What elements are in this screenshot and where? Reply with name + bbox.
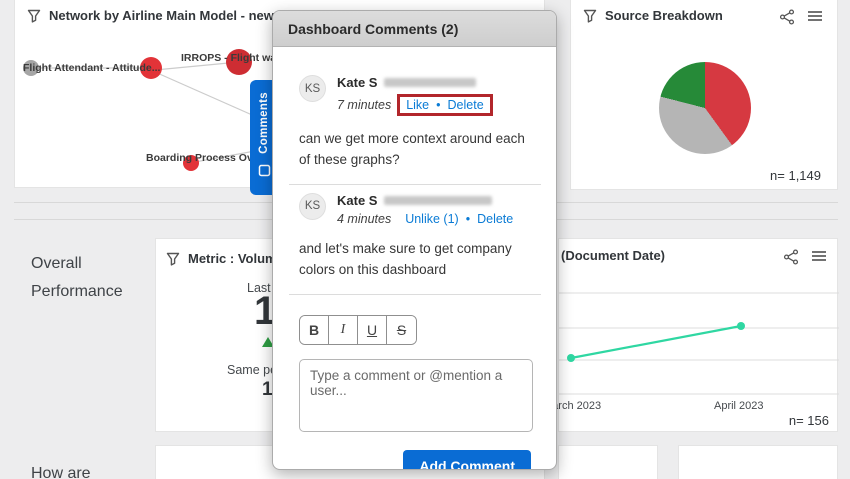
section-label-how-are: How are: [31, 465, 91, 479]
filter-icon[interactable]: [166, 252, 180, 266]
network-panel-title: Network by Airline Main Model - new: [49, 8, 274, 23]
x-axis-label-march: March 2023: [543, 400, 602, 412]
modal-header[interactable]: Dashboard Comments (2): [273, 11, 556, 47]
modal-body: KS Kate S 7 minutes Like • Delete: [273, 75, 556, 469]
pie-chart[interactable]: [659, 62, 751, 154]
annotation-highlight-box: Like • Delete: [397, 94, 493, 116]
pie-n-count: n= 1,149: [770, 168, 821, 183]
comment-meta: 4 minutes Unlike (1) • Delete: [337, 212, 513, 226]
comment-text: and let's make sure to get company color…: [299, 240, 512, 277]
network-node-irrops[interactable]: [226, 49, 252, 75]
italic-button[interactable]: I: [329, 315, 358, 344]
network-node-label: Boarding Process Overall: [146, 152, 275, 164]
share-icon[interactable]: [783, 249, 799, 265]
comment-timestamp: 7 minutes: [337, 98, 392, 112]
docdate-panel-actions: [783, 249, 827, 265]
comments-tab-label: Comments: [258, 92, 270, 154]
delete-link[interactable]: Delete: [477, 211, 514, 226]
avatar: KS: [299, 192, 326, 220]
avatar: KS: [299, 75, 326, 102]
comment-note-icon: [258, 164, 271, 177]
network-node-label: Flight Attendant - Attitude...: [23, 62, 161, 74]
comment-divider: [289, 293, 541, 295]
underline-button[interactable]: U: [358, 315, 387, 344]
comment-text: can we get more context around each of t…: [299, 131, 525, 167]
comment-author-name: Kate S: [337, 192, 378, 208]
link-separator: •: [465, 211, 471, 226]
source-panel-header: Source Breakdown: [583, 8, 723, 23]
menu-icon[interactable]: [807, 9, 823, 25]
filter-icon[interactable]: [583, 9, 597, 23]
format-toolbar: B I U S: [299, 314, 417, 345]
comment-author-name: Kate S: [337, 75, 378, 90]
link-separator: •: [436, 98, 441, 112]
metric-panel-title: Metric : Volum: [188, 251, 277, 266]
unlike-link[interactable]: Unlike (1): [405, 211, 459, 226]
comment-divider: [289, 183, 541, 185]
share-icon[interactable]: [779, 9, 795, 25]
dashboard-comments-modal: Dashboard Comments (2) KS Kate S 7 minut…: [272, 10, 557, 470]
bottom-panel: [678, 445, 838, 479]
trend-up-triangle-icon: [262, 337, 274, 347]
network-node-hub[interactable]: [140, 57, 162, 79]
menu-icon[interactable]: [811, 249, 827, 265]
trend-n-count: n= 156: [788, 413, 829, 428]
source-breakdown-panel: Source Breakdown n= 1,149: [570, 0, 838, 190]
modal-footer: Add Comment: [299, 449, 531, 469]
metric-same-period-label: Same per: [227, 363, 282, 377]
comment-author: Kate S: [337, 193, 513, 208]
comment-meta: 7 minutes Like • Delete: [337, 94, 493, 116]
filter-icon[interactable]: [27, 9, 41, 23]
section-label-overall-performance: Overall Performance: [31, 255, 123, 300]
network-node-flight-attendant[interactable]: [23, 60, 39, 76]
delete-link[interactable]: Delete: [447, 98, 484, 112]
comment-input[interactable]: [299, 358, 533, 432]
document-date-panel: (Document Date) March 2023 April 2023 n=…: [543, 238, 839, 433]
comment-links: Unlike (1) • Delete: [405, 212, 513, 226]
docdate-panel-title: (Document Date): [561, 248, 666, 263]
strikethrough-button[interactable]: S: [387, 315, 416, 344]
source-panel-actions: [779, 9, 823, 25]
trend-line-chart[interactable]: [559, 239, 839, 433]
comment-item: KS Kate S 7 minutes Like • Delete: [299, 75, 531, 116]
network-node-boarding[interactable]: [183, 155, 199, 171]
modal-title: Dashboard Comments (2): [288, 20, 459, 37]
add-comment-button[interactable]: Add Comment: [403, 449, 531, 469]
like-link[interactable]: Like: [406, 98, 430, 112]
metric-panel-header: Metric : Volum: [166, 251, 277, 266]
network-node-label: IRROPS - Flight was Ca: [181, 52, 299, 64]
bold-button[interactable]: B: [300, 315, 329, 344]
bottom-panel: [558, 445, 658, 479]
redacted-name-blur: [384, 195, 493, 205]
redacted-name-blur: [384, 78, 477, 87]
metric-big-value: 1: [254, 289, 277, 333]
metric-small-value: 1: [262, 379, 273, 400]
source-panel-title: Source Breakdown: [605, 8, 723, 23]
comment-timestamp: 4 minutes: [337, 211, 392, 226]
network-panel-header: Network by Airline Main Model - new: [27, 8, 274, 23]
x-axis-label-april: April 2023: [714, 400, 764, 412]
comment-item: KS Kate S 4 minutes Unlike (1) • Delete: [299, 192, 531, 226]
metric-last-period-label: Last: [247, 281, 271, 295]
comment-author: Kate S: [337, 75, 493, 90]
